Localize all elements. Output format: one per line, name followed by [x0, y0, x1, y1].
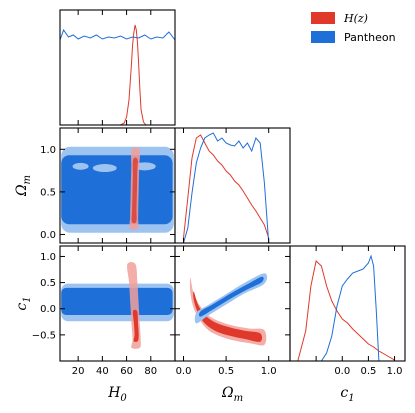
- panel-r2-c0: [59, 245, 176, 362]
- panel-r0-c0: [59, 9, 176, 126]
- y-tick-label: 0.0: [40, 304, 56, 315]
- marginal-hz-omega_m: [183, 134, 270, 239]
- panels: 20 40 60 80 0.0 0.5 1.0 0.0 0.5 1.0 0.0 0.5 1.0 −0.5 0…: [14, 9, 406, 404]
- pantheon-contour-hole: [92, 164, 117, 173]
- hz-contour-95: [189, 277, 267, 346]
- x-axis-label-h0: H0: [107, 385, 127, 404]
- panel-frame: [59, 9, 176, 126]
- panel-frame: [289, 245, 406, 362]
- panel-r2-c2: [289, 245, 406, 362]
- x-tick-label: 0.0: [176, 366, 192, 377]
- y-tick-label: −0.5: [32, 330, 56, 341]
- y-axis-label-c1: c1: [14, 296, 33, 310]
- y-axis-label-omega-m: Ωm: [14, 175, 33, 197]
- x-tick-label: 0.0: [334, 366, 350, 377]
- pantheon-contour-hole: [72, 162, 89, 170]
- legend-label-pantheon: Pantheon: [344, 31, 396, 44]
- panel-frame: [174, 127, 291, 244]
- y-tick-label: 1.0: [40, 145, 56, 156]
- x-tick-label: 1.0: [261, 366, 277, 377]
- legend-swatch-pantheon: [311, 31, 335, 43]
- marginal-pantheon-h0: [59, 28, 176, 41]
- y-tick-label: 0.5: [40, 278, 56, 289]
- y-tick-label: 0.0: [40, 230, 56, 241]
- y-tick-label: 1.0: [40, 252, 56, 263]
- axis-labels: 20 40 60 80 0.0 0.5 1.0 0.0 0.5 1.0 0.0 0.5 1.0 −0.5 0…: [14, 145, 402, 404]
- marginal-hz-h0: [120, 24, 147, 126]
- y-tick-label: 0.5: [40, 187, 56, 198]
- x-axis-label-omega-m: Ωm: [221, 385, 243, 404]
- x-tick-label: 0.5: [360, 366, 376, 377]
- x-tick-label: 1.0: [387, 366, 403, 377]
- marginal-pantheon-c1: [320, 254, 380, 362]
- panel-r1-c0: [59, 127, 176, 244]
- x-tick-label: 40: [96, 366, 109, 377]
- legend: H(z) Pantheon: [311, 12, 396, 44]
- marginal-pantheon-omega_m: [183, 132, 270, 244]
- x-tick-label: 20: [72, 366, 85, 377]
- marginal-hz-c1: [297, 260, 395, 362]
- x-axis-label-c1: c1: [340, 385, 354, 404]
- x-tick-label: 60: [120, 366, 133, 377]
- hz-contour-68: [193, 291, 263, 342]
- x-tick-label: 0.5: [218, 366, 234, 377]
- hz-contour-68: [131, 157, 138, 224]
- x-tick-label: 80: [144, 366, 157, 377]
- panel-frame: [174, 245, 291, 362]
- panel-r1-c1: [174, 127, 291, 244]
- pantheon-contour-68: [61, 287, 173, 315]
- legend-swatch-hz: [311, 12, 335, 24]
- hz-contour-68: [132, 309, 139, 342]
- legend-label-hz: H(z): [343, 12, 368, 25]
- panel-r2-c1: [174, 245, 291, 362]
- pantheon-contour-68: [198, 276, 264, 317]
- pantheon-contour-68: [61, 155, 173, 225]
